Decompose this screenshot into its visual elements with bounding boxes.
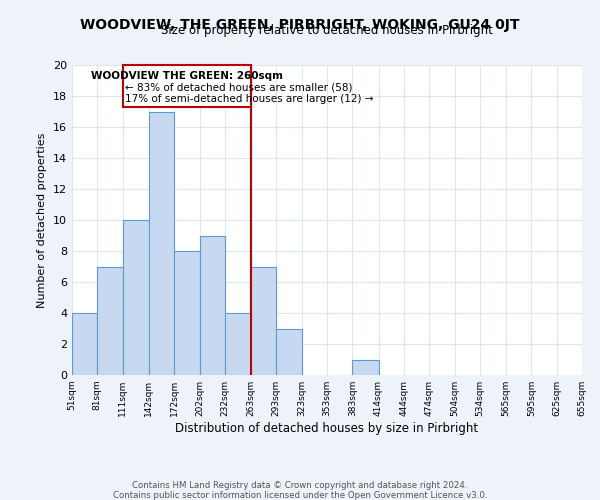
Bar xyxy=(352,360,379,375)
Y-axis label: Number of detached properties: Number of detached properties xyxy=(37,132,47,308)
X-axis label: Distribution of detached houses by size in Pirbright: Distribution of detached houses by size … xyxy=(175,422,479,435)
Bar xyxy=(199,236,225,375)
FancyBboxPatch shape xyxy=(122,65,251,107)
Text: ← 83% of detached houses are smaller (58): ← 83% of detached houses are smaller (58… xyxy=(125,83,353,93)
Bar xyxy=(72,313,97,375)
Text: 17% of semi-detached houses are larger (12) →: 17% of semi-detached houses are larger (… xyxy=(125,94,374,104)
Bar xyxy=(174,251,199,375)
Bar xyxy=(97,266,122,375)
Bar xyxy=(251,266,277,375)
Text: WOODVIEW, THE GREEN, PIRBRIGHT, WOKING, GU24 0JT: WOODVIEW, THE GREEN, PIRBRIGHT, WOKING, … xyxy=(80,18,520,32)
Text: Contains HM Land Registry data © Crown copyright and database right 2024.: Contains HM Land Registry data © Crown c… xyxy=(132,481,468,490)
Bar xyxy=(225,313,251,375)
Bar xyxy=(122,220,149,375)
Text: WOODVIEW THE GREEN: 260sqm: WOODVIEW THE GREEN: 260sqm xyxy=(91,71,283,81)
Text: Contains public sector information licensed under the Open Government Licence v3: Contains public sector information licen… xyxy=(113,491,487,500)
Title: Size of property relative to detached houses in Pirbright: Size of property relative to detached ho… xyxy=(161,24,493,38)
Bar xyxy=(277,328,302,375)
Bar xyxy=(149,112,174,375)
